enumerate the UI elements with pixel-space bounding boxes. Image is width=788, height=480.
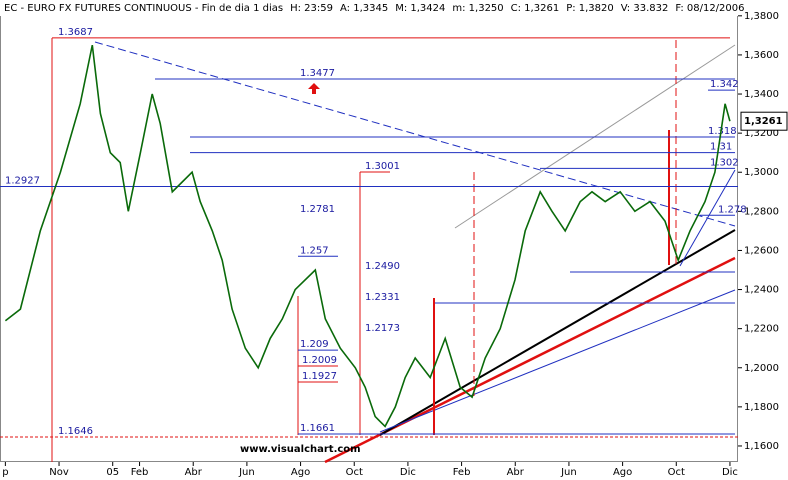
level-label: 1.318 (708, 126, 737, 137)
level-label: 1.302 (710, 157, 739, 168)
last-price-box (740, 111, 788, 131)
header-field: EC - EURO FX FUTURES CONTINUOUS - Fin de… (4, 3, 283, 14)
x-tick-label: Nov (49, 467, 69, 478)
level-label: 1.1661 (300, 423, 335, 434)
level-label: 1.1927 (302, 371, 337, 382)
level-label: 1.2173 (365, 323, 400, 334)
y-tick-label: 1,2600 (744, 245, 779, 256)
y-axis-area (738, 8, 788, 462)
y-tick-label: 1,3600 (744, 50, 779, 61)
level-label: 1.2927 (5, 176, 40, 187)
y-tick-label: 1,2400 (744, 285, 779, 296)
x-tick-label: p (2, 467, 8, 478)
price-line (4, 44, 731, 428)
level-label: 1.2009 (302, 355, 337, 366)
level-label: 1.2331 (365, 292, 400, 303)
y-tick-label: 1,2000 (744, 363, 779, 374)
x-tick-label: Ago (291, 467, 310, 478)
level-label: 1.3477 (300, 68, 335, 79)
level-label: 1.2781 (300, 204, 335, 215)
y-tick-label: 1,3400 (744, 89, 779, 100)
x-tick-label: Jun (238, 467, 255, 478)
header-field: m: 1,3250 (452, 3, 503, 14)
header-field: H: 23:59 (290, 3, 333, 14)
level-label: 1.3687 (58, 27, 93, 38)
level-label: 1.2490 (365, 261, 400, 272)
y-tick-label: 1,3000 (744, 167, 779, 178)
x-tick-label: Dic (722, 467, 738, 478)
level-label: 1.257 (300, 245, 329, 256)
x-tick-label: Abr (507, 467, 525, 478)
y-tick-label: 1,2200 (744, 324, 779, 335)
x-tick-label: Abr (185, 467, 203, 478)
x-tick-label: Feb (453, 467, 471, 478)
y-tick-label: 1,2800 (744, 206, 779, 217)
header-field: V: 33.832 (621, 3, 669, 14)
level-label: 1.31 (710, 142, 732, 153)
y-tick-label: 1,3800 (744, 11, 779, 22)
y-tick-label: 1,1800 (744, 402, 779, 413)
watermark: www.visualchart.com (240, 444, 361, 455)
header-field: A: 1,3345 (340, 3, 388, 14)
header-field: F: 08/12/2006 (675, 3, 744, 14)
x-tick-label: Jun (560, 467, 577, 478)
level-label: 1.209 (300, 339, 329, 350)
header-field: C: 1,3261 (511, 3, 560, 14)
level-label: 1.1646 (58, 426, 93, 437)
x-tick-label: 05 (106, 467, 119, 478)
x-tick-label: Oct (668, 467, 685, 478)
level-label: 1.342 (710, 79, 739, 90)
y-tick-label: 1,3200 (744, 128, 779, 139)
x-tick-label: Dic (400, 467, 416, 478)
plot-area (0, 8, 738, 462)
last-price-label: 1,3261 (744, 116, 783, 127)
y-tick-label: 1,1600 (744, 441, 779, 452)
x-tick-label: Feb (131, 467, 149, 478)
x-tick-label: Ago (613, 467, 632, 478)
header-bar (0, 0, 788, 16)
level-label: 1.3001 (365, 161, 400, 172)
x-tick-label: Oct (346, 467, 363, 478)
level-label: 1.278 (718, 204, 747, 215)
header-field: P: 1,3820 (566, 3, 614, 14)
header-field: M: 1,3424 (395, 3, 445, 14)
